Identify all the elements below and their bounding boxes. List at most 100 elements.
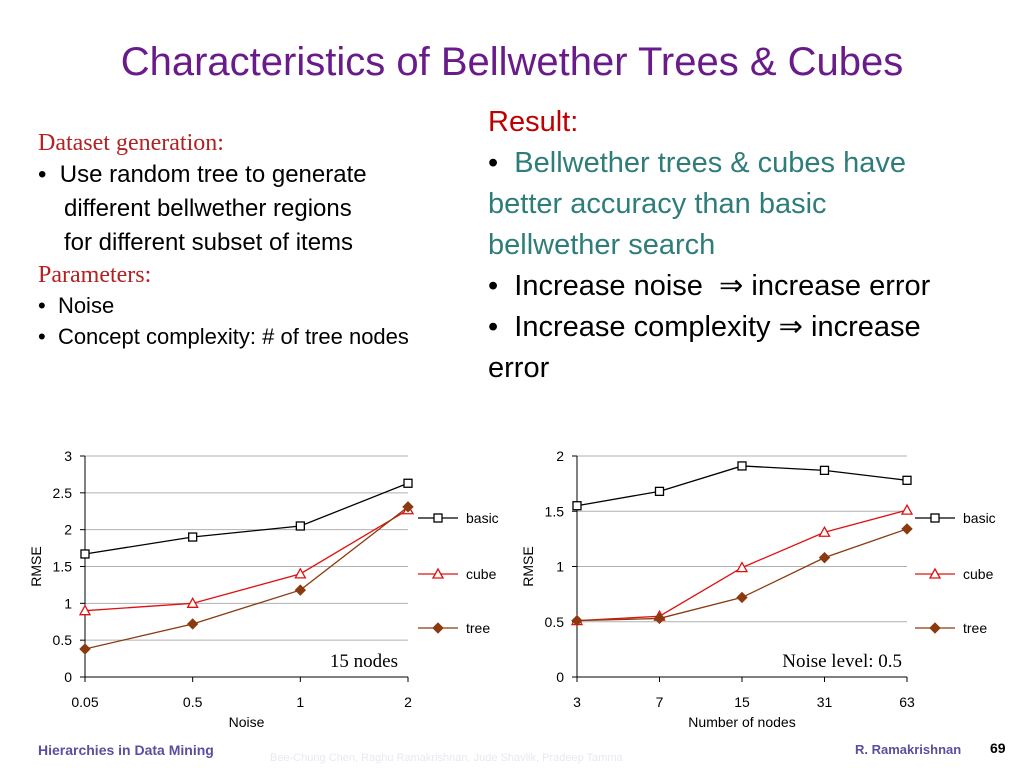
result-bullet-3-cont: error (488, 352, 550, 384)
y-tick-label: 0.5 (53, 632, 73, 648)
x-tick-label: 3 (573, 694, 581, 710)
data-point-cube (294, 567, 307, 579)
dataset-bullet-line-1: • Use random tree to generate (38, 158, 478, 192)
footer-authors: Bee-Chung Chen, Raghu Ramakrishnan, Jude… (270, 752, 623, 764)
legend-label-cube: cube (963, 566, 994, 582)
x-tick-label: 1 (296, 694, 304, 710)
series-line-tree (84, 506, 409, 650)
x-tick-label: 7 (656, 694, 664, 710)
x-axis-label: Noise (229, 714, 265, 730)
legend-marker-tree (432, 622, 444, 634)
chart-noise: 0 0.5 1 1.5 2 2.5 3 0.05 0.5 1 2 Noise RMSE basic cube… (28, 448, 499, 730)
dataset-heading: Dataset generation: (38, 130, 224, 156)
data-point-cube (818, 525, 831, 537)
legend-label-tree: tree (963, 620, 987, 636)
legend-label-basic: basic (963, 510, 996, 526)
result-bullet-1-line-1: • Bellwether trees & cubes have (488, 143, 1018, 184)
data-point-tree (294, 584, 307, 596)
series-line-cube (84, 509, 409, 612)
data-point-basic (737, 461, 747, 471)
data-point-tree (653, 612, 666, 625)
dataset-panel: Dataset generation: • Use random tree to… (38, 128, 478, 352)
annotation-label: 15 nodes (330, 651, 398, 672)
result-panel: Result: • Bellwether trees & cubes have … (488, 102, 1018, 389)
y-tick-label: 2.5 (53, 485, 73, 501)
result-bullet-3-b: increase (811, 311, 921, 343)
data-point-tree (736, 591, 748, 604)
x-axis-label: Number of nodes (688, 714, 795, 730)
result-bullet-2-a: Increase noise (514, 270, 703, 302)
x-tick-label: 63 (899, 694, 915, 710)
data-point-tree (79, 643, 91, 655)
y-tick-label: 1 (556, 559, 564, 575)
data-point-tree (402, 501, 414, 513)
data-point-basic (654, 486, 665, 497)
param-noise-text: Noise (57, 293, 115, 318)
chart-nodes: 0 0.5 1 1.5 2 3 7 15 31 63 Number of nodes RMSE basi… (520, 448, 996, 730)
x-tick-label: 31 (817, 694, 833, 710)
dataset-bullet-line-3: for different subset of items (64, 229, 354, 256)
y-tick-label: 1.5 (53, 559, 73, 575)
bullet-glyph: • (38, 324, 46, 349)
params-heading: Parameters: (38, 262, 152, 288)
legend-marker-tree (929, 622, 941, 634)
param-complexity: • Concept complexity: # of tree nodes (38, 321, 478, 352)
result-bullet-2: • Increase noise ⇒ increase error (488, 266, 1018, 307)
result-heading: Result: (488, 106, 579, 138)
implies-arrow: ⇒ (719, 270, 744, 302)
x-tick-label: 15 (734, 694, 750, 710)
param-complexity-text: Concept complexity: # of tree nodes (57, 324, 409, 349)
annotation-label: Noise level: 0.5 (782, 651, 902, 672)
data-point-cube (78, 604, 92, 616)
dataset-bullet-line-2: different bellwether regions (64, 195, 352, 222)
slide-title: Characteristics of Bellwether Trees & Cu… (120, 40, 904, 84)
x-tick-label: 0.05 (71, 694, 98, 710)
data-point-cube (735, 561, 749, 573)
data-point-tree (571, 614, 583, 627)
footer-author: R. Ramakrishnan (855, 742, 962, 757)
y-axis-label: RMSE (520, 546, 536, 586)
data-point-basic (295, 521, 305, 531)
dataset-bullet-text: Use random tree to generate (59, 161, 367, 188)
bullet-glyph: • (488, 270, 499, 302)
implies-arrow: ⇒ (778, 311, 803, 343)
y-tick-label: 1.5 (545, 503, 565, 519)
data-point-basic (188, 532, 198, 542)
result-bullet-3: • Increase complexity ⇒ increase (488, 307, 1018, 348)
page-number: 69 (990, 740, 1006, 756)
data-point-basic (819, 465, 830, 476)
x-tick-label: 2 (404, 694, 412, 710)
y-tick-label: 2 (556, 448, 564, 464)
y-tick-label: 2 (64, 522, 72, 538)
result-bullet-1-line-2: better accuracy than basic (488, 188, 827, 220)
legend-marker-basic (930, 513, 940, 523)
legend-label-cube: cube (466, 566, 497, 582)
data-point-basic (80, 549, 90, 559)
data-point-basic (572, 501, 582, 511)
result-bullet-1-text: Bellwether trees & cubes have (514, 147, 906, 179)
data-point-cube (900, 503, 914, 515)
y-tick-label: 0.5 (545, 614, 565, 630)
footer-course: Hierarchies in Data Mining (38, 742, 214, 758)
y-tick-label: 0 (556, 669, 564, 685)
bullet-glyph: • (38, 293, 46, 318)
result-bullet-1-line-3: bellwether search (488, 229, 716, 261)
data-point-cube (186, 596, 199, 608)
param-noise: • Noise (38, 290, 478, 321)
legend-marker-cube (928, 567, 942, 579)
legend-label-tree: tree (466, 620, 490, 636)
data-point-basic (902, 475, 912, 485)
bullet-glyph: • (488, 311, 499, 343)
data-point-tree (186, 618, 199, 630)
x-tick-label: 0.5 (183, 694, 203, 710)
bullet-glyph: • (38, 161, 47, 188)
data-point-tree (818, 551, 831, 564)
y-tick-label: 3 (64, 448, 72, 464)
y-axis-label: RMSE (28, 546, 44, 586)
bullet-glyph: • (488, 147, 499, 179)
result-bullet-3-a: Increase complexity (514, 311, 771, 343)
series-line-basic (84, 482, 409, 555)
data-point-basic (403, 478, 413, 488)
data-point-tree (901, 523, 913, 535)
legend-label-basic: basic (466, 510, 499, 526)
